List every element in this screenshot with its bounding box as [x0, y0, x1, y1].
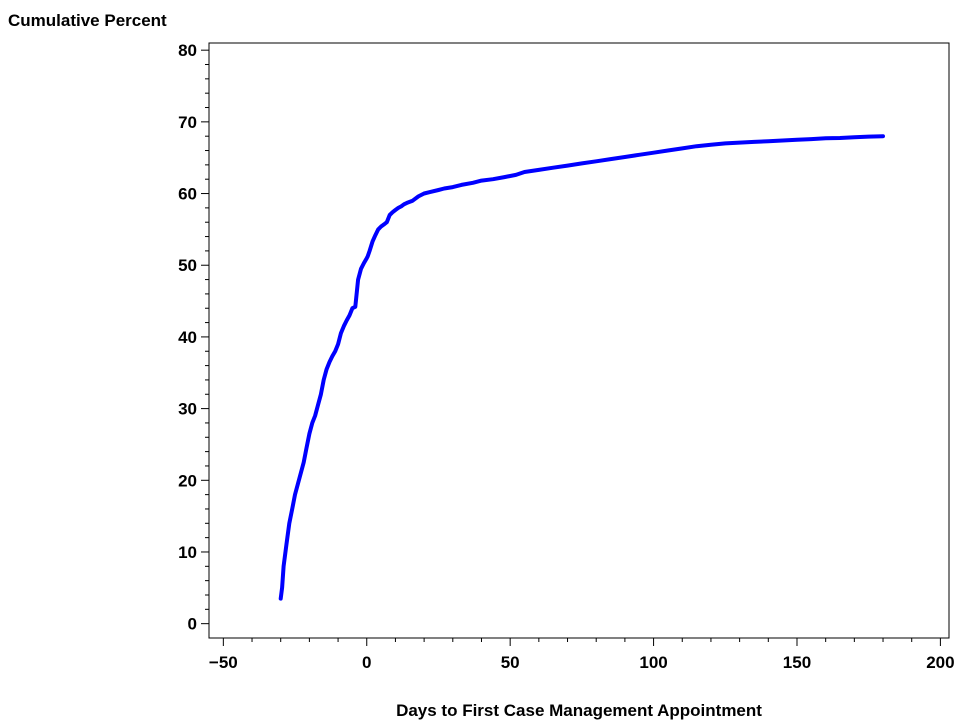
plot-area [208, 42, 950, 639]
y-tick-label: 80 [178, 41, 197, 60]
y-axis-label: Cumulative Percent [8, 11, 167, 30]
y-tick-label: 10 [178, 543, 197, 562]
y-tick-label: 30 [178, 400, 197, 419]
x-tick-label: 100 [639, 653, 667, 672]
x-tick-label: 50 [501, 653, 520, 672]
y-tick-label: 50 [178, 256, 197, 275]
y-tick-label: 70 [178, 113, 197, 132]
y-tick-label: 0 [188, 615, 197, 634]
x-tick-label: 150 [783, 653, 811, 672]
y-tick-label: 40 [178, 328, 197, 347]
x-axis: −50 0 50 100 150 200 [209, 638, 955, 672]
x-tick-label: 200 [926, 653, 954, 672]
y-tick-label: 60 [178, 185, 197, 204]
x-tick-label: 0 [362, 653, 371, 672]
x-tick-label: −50 [209, 653, 238, 672]
cumulative-percent-line [278, 134, 885, 601]
y-axis: 0 10 20 30 40 50 60 70 80 [178, 41, 209, 634]
x-axis-label: Days to First Case Management Appointmen… [396, 701, 762, 720]
y-tick-label: 20 [178, 471, 197, 490]
